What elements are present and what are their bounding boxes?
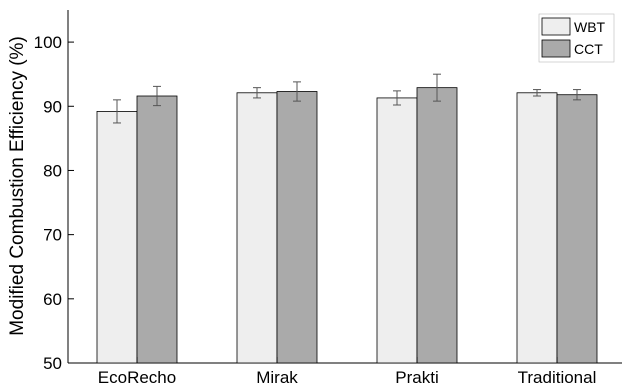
- legend-label-cct: CCT: [574, 41, 603, 57]
- x-axis-ticks: EcoRecho Mirak Prakti Traditional: [98, 357, 597, 386]
- x-tick-label: EcoRecho: [98, 368, 176, 386]
- bar-wbt-traditional: [516, 92, 558, 364]
- legend-swatch-cct: [541, 39, 571, 58]
- bar-wbt-prakti: [376, 97, 418, 364]
- bar-cct-ecorecho: [136, 95, 178, 364]
- x-tick-label: Traditional: [518, 368, 597, 386]
- y-axis-title: Modified Combustion Efficiency (%): [7, 36, 28, 336]
- bar-wbt-mirak: [236, 92, 278, 364]
- legend-label-wbt: WBT: [574, 19, 606, 35]
- error-bar-cct-ecorecho: [153, 85, 161, 107]
- error-bar-cct-prakti: [433, 73, 441, 102]
- error-bar-cct-traditional: [573, 89, 581, 101]
- legend-swatch-wbt: [541, 17, 571, 36]
- error-bar-wbt-traditional: [533, 89, 541, 97]
- y-tick-label: 80: [43, 161, 62, 180]
- bar-wbt-ecorecho: [96, 111, 138, 364]
- y-tick-label: 90: [43, 97, 62, 116]
- legend: WBT CCT: [538, 13, 615, 63]
- bar-cct-traditional: [556, 94, 598, 364]
- y-tick-label: 100: [34, 33, 62, 52]
- error-bar-wbt-prakti: [393, 90, 401, 106]
- y-tick-label: 50: [43, 354, 62, 373]
- x-tick-label: Prakti: [395, 368, 438, 386]
- y-axis-ticks: 50 60 70 80 90 100: [34, 33, 74, 373]
- error-bar-wbt-ecorecho: [113, 99, 121, 124]
- bar-cct-mirak: [276, 91, 318, 364]
- error-bar-wbt-mirak: [253, 87, 261, 99]
- bar-cct-prakti: [416, 87, 458, 364]
- error-bar-cct-mirak: [293, 81, 301, 102]
- bars-group: [96, 73, 598, 364]
- y-tick-label: 70: [43, 226, 62, 245]
- x-tick-label: Mirak: [256, 368, 298, 386]
- y-tick-label: 60: [43, 290, 62, 309]
